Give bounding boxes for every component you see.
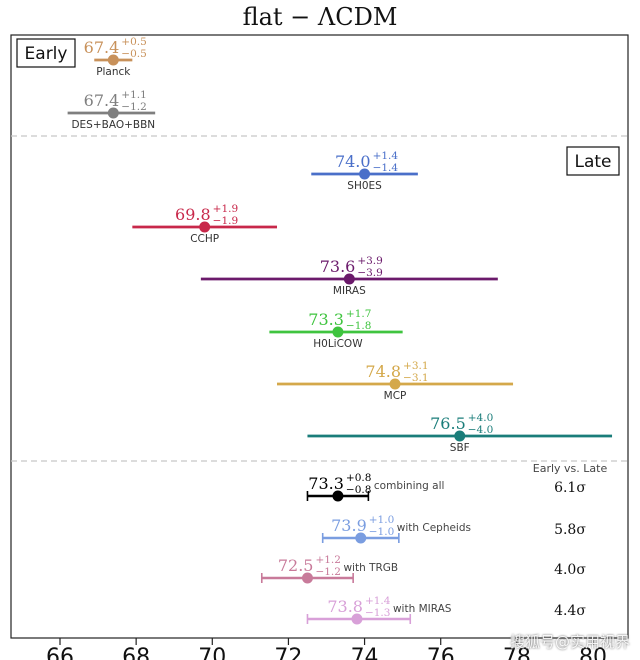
x-tick-label-80: 80 <box>579 645 607 660</box>
point-sbf <box>454 430 466 442</box>
watermark: 搜狐号@实用视界 <box>509 633 630 651</box>
chart-title: flat − ΛCDM <box>243 3 398 31</box>
early-label: Early <box>25 44 68 64</box>
minus-error-sbf: −4.0 <box>468 424 494 436</box>
plus-error-miras: +3.9 <box>357 255 383 267</box>
early-label-frame <box>16 38 76 68</box>
name-label-shoes: SH0ES <box>347 180 382 192</box>
x-tick-label-66: 66 <box>46 645 74 660</box>
point-shoes <box>359 168 371 180</box>
name-label-mcp: MCP <box>384 390 407 402</box>
plus-error-sbf: +4.0 <box>468 412 494 424</box>
name-label-cchp: CCHP <box>190 233 219 245</box>
minus-error-shoes: −1.4 <box>373 162 399 174</box>
point-cchp <box>199 221 211 233</box>
x-tick-label-68: 68 <box>122 645 150 660</box>
point-with_miras <box>351 613 363 625</box>
name-label-des: DES+BAO+BBN <box>71 119 155 131</box>
point-miras <box>343 273 355 285</box>
late-label: Late <box>574 152 611 172</box>
minus-error-planck: −0.5 <box>121 48 147 60</box>
minus-error-combined: −0.8 <box>346 484 372 496</box>
tension-value-with_trgb: 4.0σ <box>554 562 586 578</box>
value-label-cchp: 69.8 <box>175 205 211 224</box>
minus-error-with_trgb: −1.2 <box>315 566 341 578</box>
plus-error-h0licow: +1.7 <box>346 308 372 320</box>
minus-error-with_miras: −1.3 <box>365 607 391 619</box>
x-tick-label-74: 74 <box>351 645 379 660</box>
name-label-planck: Planck <box>96 66 131 78</box>
point-combined <box>332 490 344 502</box>
x-tick-label-72: 72 <box>274 645 302 660</box>
name-label-with_trgb: with TRGB <box>343 562 398 574</box>
point-des <box>107 107 119 119</box>
minus-error-des: −1.2 <box>121 101 147 113</box>
minus-error-cchp: −1.9 <box>213 215 239 227</box>
minus-error-mcp: −3.1 <box>403 372 429 384</box>
plus-error-with_miras: +1.4 <box>365 595 391 607</box>
tension-value-combined: 6.1σ <box>554 480 586 496</box>
plus-error-des: +1.1 <box>121 89 147 101</box>
value-label-with_miras: 73.8 <box>327 597 363 616</box>
x-tick-label-70: 70 <box>198 645 226 660</box>
value-label-sbf: 76.5 <box>430 414 466 433</box>
name-label-with_miras: with MIRAS <box>393 603 452 615</box>
value-label-with_trgb: 72.5 <box>278 556 314 575</box>
value-label-shoes: 74.0 <box>335 152 371 171</box>
plus-error-shoes: +1.4 <box>373 150 399 162</box>
value-label-combined: 73.3 <box>308 474 344 493</box>
value-label-with_cepheids: 73.9 <box>331 516 367 535</box>
value-label-mcp: 74.8 <box>365 362 401 381</box>
name-label-miras: MIRAS <box>333 285 366 297</box>
minus-error-h0licow: −1.8 <box>346 320 372 332</box>
x-tick-label-76: 76 <box>427 645 455 660</box>
minus-error-with_cepheids: −1.0 <box>369 526 395 538</box>
point-planck <box>107 54 119 66</box>
value-label-h0licow: 73.3 <box>308 310 344 329</box>
point-h0licow <box>332 326 344 338</box>
point-mcp <box>389 378 401 390</box>
value-label-miras: 73.6 <box>320 257 356 276</box>
tension-header: Early vs. Late <box>533 462 608 475</box>
plus-error-combined: +0.8 <box>346 472 372 484</box>
plus-error-with_cepheids: +1.0 <box>369 514 395 526</box>
name-label-h0licow: H0LiCOW <box>313 338 363 350</box>
name-label-with_cepheids: with Cepheids <box>397 522 471 534</box>
point-with_trgb <box>301 572 313 584</box>
plus-error-mcp: +3.1 <box>403 360 429 372</box>
plus-error-cchp: +1.9 <box>213 203 239 215</box>
value-label-des: 67.4 <box>84 91 120 110</box>
plot-frame <box>10 34 629 639</box>
name-label-sbf: SBF <box>450 442 470 454</box>
tension-value-with_cepheids: 5.8σ <box>554 522 586 538</box>
x-tick-label-78: 78 <box>503 645 531 660</box>
tension-value-with_miras: 4.4σ <box>554 603 586 619</box>
minus-error-miras: −3.9 <box>357 267 383 279</box>
value-label-planck: 67.4 <box>84 38 120 57</box>
plus-error-planck: +0.5 <box>121 36 147 48</box>
point-with_cepheids <box>355 532 367 544</box>
plus-error-with_trgb: +1.2 <box>315 554 341 566</box>
late-label-frame <box>566 146 620 176</box>
name-label-combined: combining all <box>374 480 445 492</box>
